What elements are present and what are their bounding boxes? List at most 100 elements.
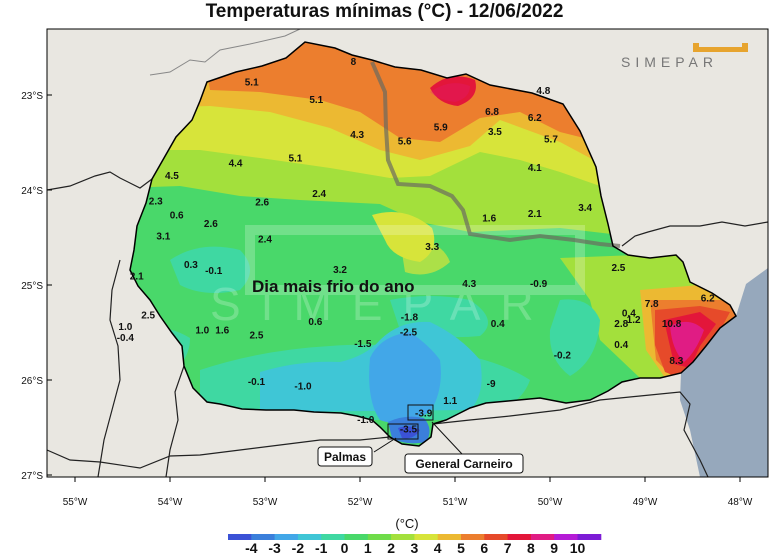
station-value: 0.4 [491, 319, 505, 330]
station-values: 5.1 8 5.1 4.3 5.6 5.9 6.8 4.8 6.2 3.5 5.7 4.4 5.1 4.1… [117, 57, 715, 436]
map-title: Temperaturas mínimas (°C) - 12/06/2022 [205, 1, 564, 22]
station-value: 2.1 [130, 271, 144, 282]
neighbor-border [621, 221, 768, 247]
annotation-text: Dia mais frio do ano [252, 277, 414, 296]
station-value: 5.7 [544, 135, 558, 146]
lon-tick-label: 48°W [728, 497, 753, 508]
station-value: 4.1 [528, 163, 542, 174]
station-value: 4.8 [536, 86, 550, 97]
station-value: 2.5 [249, 330, 263, 341]
colorbar-segment [321, 534, 345, 540]
palmas-label: Palmas [324, 450, 366, 464]
colorbar-label: -1 [315, 540, 328, 555]
station-value: -0.2 [554, 350, 572, 361]
station-value: 1.2 [627, 315, 641, 326]
map-frame [46, 28, 769, 478]
station-value: 2.6 [255, 197, 269, 208]
colorbar-segment [274, 534, 299, 540]
lon-tick-label: 52°W [348, 497, 373, 508]
station-value: 5.1 [288, 154, 302, 165]
station-value: 4.5 [165, 171, 179, 182]
watermark-text: SIMEPAR [210, 278, 554, 330]
station-value: 5.6 [398, 137, 412, 148]
station-value: 2.5 [141, 310, 155, 321]
lat-tick-label: 26°S [21, 376, 43, 387]
station-highlight-box [407, 404, 434, 421]
station-value: 4.3 [350, 130, 364, 141]
callout-leader [431, 421, 463, 455]
colorbar-label: 5 [457, 540, 465, 555]
colorbar-segment [437, 534, 462, 540]
colorbar-segment [414, 534, 439, 540]
station-value: 2.1 [528, 209, 542, 220]
station-value: 5.9 [434, 122, 448, 133]
neighbor-border [149, 29, 301, 76]
colorbar-segment [461, 534, 485, 540]
colorbar-segment [297, 534, 322, 540]
logo-text: SIMEPAR [621, 54, 718, 70]
station-value: -9 [487, 379, 496, 390]
station-value: 6.8 [485, 107, 499, 118]
station-value: 7.8 [645, 299, 659, 310]
neighbor-border [432, 391, 709, 477]
station-value: -3.5 [400, 424, 418, 435]
station-value: 6.2 [528, 113, 542, 124]
station-value: 3.1 [156, 232, 170, 243]
station-value: -3.9 [415, 408, 433, 419]
colorbar-label: -2 [292, 540, 305, 555]
colorbar-label: 0 [341, 540, 349, 555]
station-value: -0.1 [205, 266, 223, 277]
colorbar-label: 4 [434, 540, 442, 555]
colorbar-label: 10 [570, 540, 586, 555]
general-carneiro-label: General Carneiro [415, 457, 512, 471]
station-value: 3.5 [488, 127, 502, 138]
station-value: 2.4 [312, 189, 326, 200]
colorbar-segment [344, 534, 369, 540]
colorbar-segment [530, 534, 555, 540]
ocean [680, 268, 768, 477]
station-value: 2.8 [614, 319, 628, 330]
colorbar-label: 9 [550, 540, 558, 555]
lon-tick-label: 55°W [63, 497, 88, 508]
simepar-watermark: SIMEPAR [210, 225, 585, 330]
station-value: 8.3 [669, 356, 683, 367]
colorbar-label: 8 [527, 540, 535, 555]
station-value: 1.6 [215, 326, 229, 337]
station-value: -0.9 [530, 279, 548, 290]
station-value: 1.0 [118, 322, 132, 333]
colorbar-segment [367, 534, 392, 540]
station-value: 3.3 [425, 242, 439, 253]
station-value: 0.6 [308, 317, 322, 328]
logo-mark [693, 43, 748, 52]
tropic-of-capricorn [370, 61, 621, 248]
station-value: -1.8 [401, 312, 419, 323]
station-value: -0.1 [248, 377, 266, 388]
colorbar-unit: (°C) [395, 516, 418, 531]
lon-tick-label: 51°W [443, 497, 468, 508]
station-value: 0.6 [170, 211, 184, 222]
colorbar-segment [577, 534, 602, 540]
lat-tick-label: 23°S [21, 91, 43, 102]
station-value: 3.4 [578, 203, 592, 214]
colorbar-segment [228, 534, 252, 540]
station-value: 1.0 [195, 326, 209, 337]
lon-tick-label: 49°W [633, 497, 658, 508]
neighbor-border [47, 436, 391, 469]
station-value: 5.1 [245, 78, 259, 89]
station-value: 2.6 [204, 219, 218, 230]
station-highlight-box [387, 423, 419, 440]
colorbar-segment [484, 534, 509, 540]
station-value: 0.4 [614, 340, 628, 351]
station-value: 8 [351, 57, 357, 68]
colorbar-segment [507, 534, 532, 540]
colorbar-label: 3 [411, 540, 419, 555]
colorbar-segment [554, 534, 578, 540]
lon-tick-label: 53°W [253, 497, 278, 508]
station-value: 2.4 [258, 234, 272, 245]
station-value: -2.5 [400, 328, 418, 339]
neighbor-border [47, 171, 153, 191]
station-value: 0.4 [622, 309, 636, 320]
lat-tick-label: 27°S [21, 471, 43, 482]
station-value: 6.2 [701, 293, 715, 304]
